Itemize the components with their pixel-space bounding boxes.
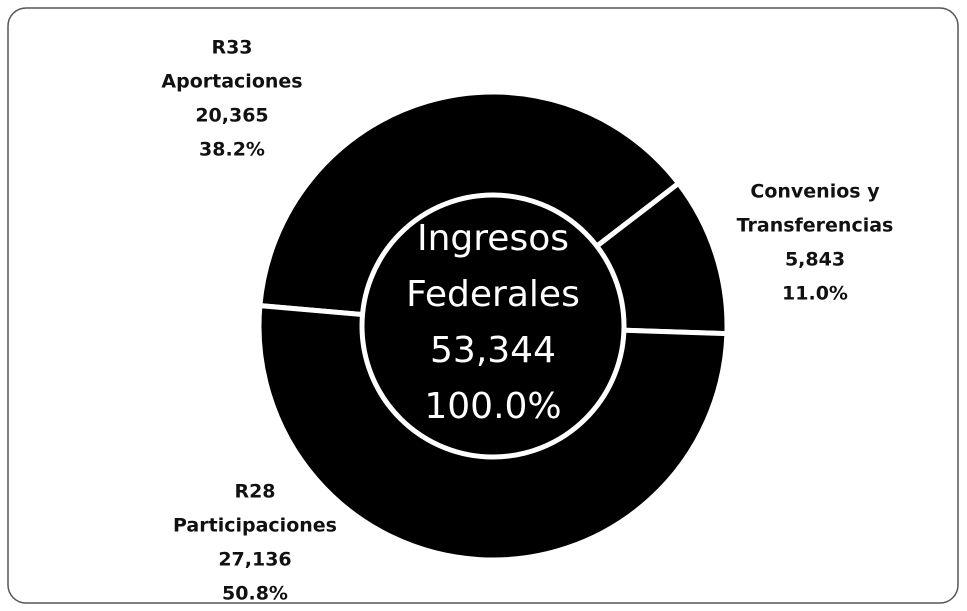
center-disk <box>359 192 627 460</box>
slice-label: Aportaciones <box>161 71 302 93</box>
center-label: 100.0% <box>424 386 561 427</box>
slice-label: 50.8% <box>222 583 288 605</box>
slice-label: 20,365 <box>195 105 268 127</box>
slice-label: Participaciones <box>173 515 337 537</box>
slice-label: 38.2% <box>199 139 265 161</box>
slice-label: R28 <box>234 481 275 503</box>
slice-label: 27,136 <box>218 549 291 571</box>
slice-label: 11.0% <box>782 283 848 305</box>
slice-label: Transferencias <box>737 215 894 237</box>
slice-label: 5,843 <box>785 249 845 271</box>
slice-label: R33 <box>211 37 252 59</box>
center-label: 53,344 <box>430 330 556 371</box>
slice-label: Convenios y <box>750 181 880 203</box>
center-label: Ingresos <box>417 218 569 259</box>
center-label: Federales <box>406 274 580 315</box>
